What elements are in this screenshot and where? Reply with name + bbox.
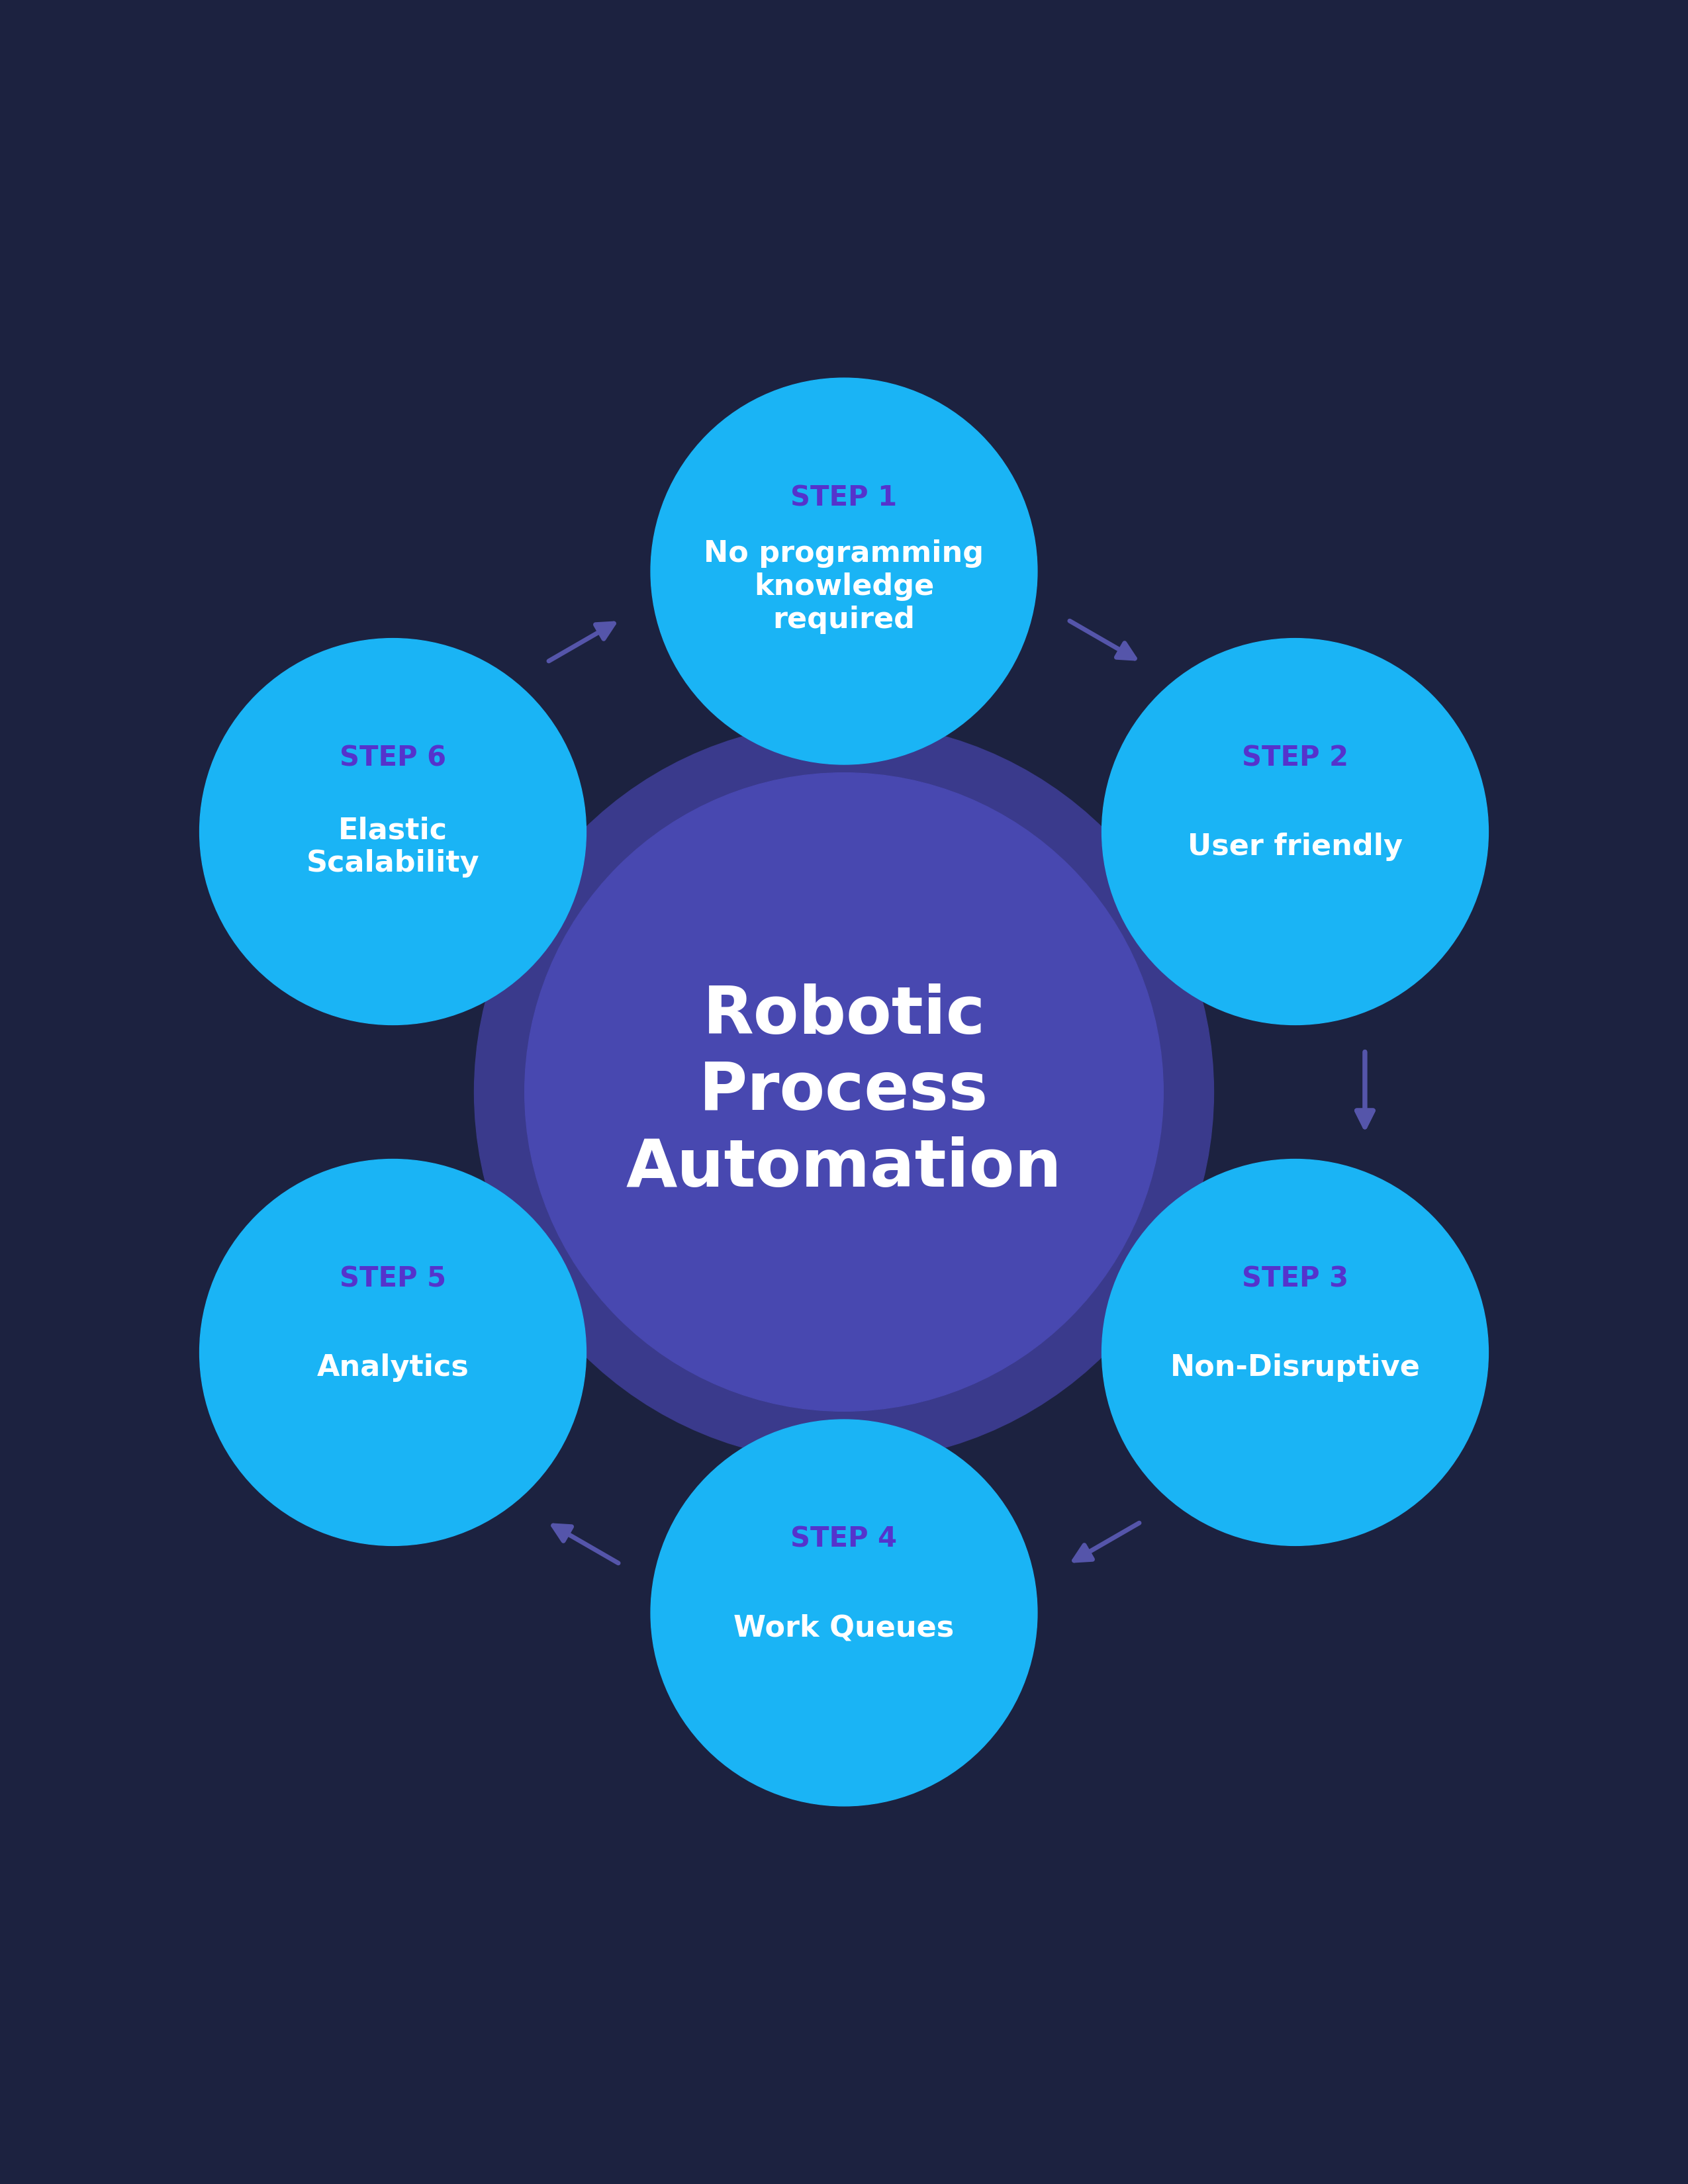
Text: STEP 1: STEP 1 [790, 485, 898, 511]
Text: No programming
knowledge
required: No programming knowledge required [704, 539, 984, 633]
Text: STEP 3: STEP 3 [1242, 1265, 1349, 1293]
Text: STEP 2: STEP 2 [1242, 745, 1349, 773]
Text: Analytics: Analytics [317, 1354, 469, 1382]
Circle shape [652, 1420, 1036, 1806]
Text: Non-Disruptive: Non-Disruptive [1170, 1354, 1420, 1382]
Text: User friendly: User friendly [1188, 832, 1403, 860]
Text: STEP 4: STEP 4 [790, 1524, 898, 1553]
Circle shape [199, 1160, 586, 1546]
Text: Robotic
Process
Automation: Robotic Process Automation [626, 983, 1062, 1201]
Text: Work Queues: Work Queues [734, 1614, 954, 1642]
Text: STEP 5: STEP 5 [339, 1265, 446, 1293]
Circle shape [1102, 1160, 1489, 1546]
Circle shape [1102, 638, 1489, 1024]
Circle shape [652, 378, 1036, 764]
Circle shape [525, 773, 1163, 1411]
Text: Elastic
Scalability: Elastic Scalability [306, 817, 479, 878]
Circle shape [474, 723, 1214, 1461]
Text: STEP 6: STEP 6 [339, 745, 446, 773]
Circle shape [199, 638, 586, 1024]
